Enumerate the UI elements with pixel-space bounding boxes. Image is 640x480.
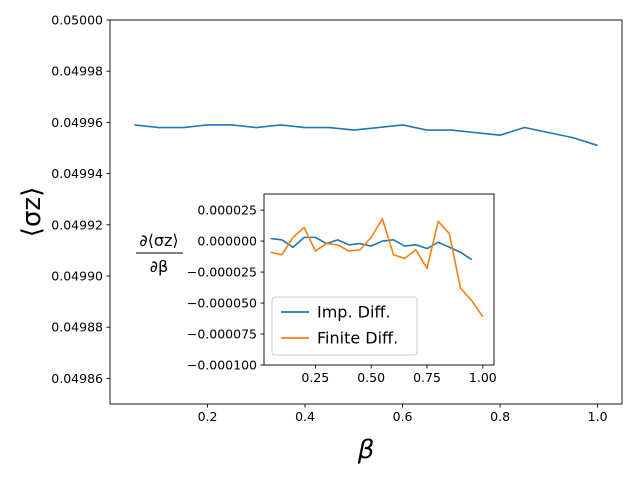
main-xtick-label: 0.8: [490, 409, 510, 424]
main-ylabel: ⟨σz⟩: [17, 187, 47, 237]
main-xtick-label: 0.2: [198, 409, 218, 424]
main-ytick-label: 0.04992: [51, 217, 103, 232]
main-axes-frame: [109, 19, 623, 405]
inset-ylabel: ∂⟨σz⟩ ∂β: [136, 231, 183, 276]
inset-series-line-1: [270, 217, 484, 318]
main-xlabel: β: [357, 435, 375, 465]
inset-legend-label-1: Finite Diff.: [317, 329, 398, 348]
inset-plot: 0.25 0.50 0.75 1.00 −0.000100 −0.000075 −0.000…: [136, 193, 497, 385]
inset-ytick-label: −0.000050: [187, 296, 257, 311]
inset-xtick-label: 0.75: [413, 370, 441, 385]
main-xtick-label: 0.6: [393, 409, 413, 424]
main-ytick-label: 0.04996: [51, 115, 103, 130]
inset-ylabel-denominator: ∂β: [150, 257, 168, 276]
inset-xtick-label: 0.50: [357, 370, 385, 385]
inset-xtick-label: 1.00: [469, 370, 497, 385]
main-ytick-label: 0.04994: [51, 166, 103, 181]
inset-axes-frame: [263, 193, 495, 366]
inset-legend-label-0: Imp. Diff.: [317, 303, 391, 322]
main-ytick-label: 0.04990: [51, 269, 103, 284]
inset-ytick-label: 0.000000: [197, 234, 257, 249]
inset-ylabel-numerator: ∂⟨σz⟩: [139, 231, 178, 250]
main-ytick-label: 0.05000: [51, 13, 103, 28]
main-ytick-label: 0.04988: [51, 320, 103, 335]
inset-series-line-0: [270, 236, 473, 261]
inset-ytick-label: −0.000100: [187, 358, 257, 373]
inset-ytick-label: 0.000025: [197, 203, 257, 218]
main-plot: 0.2 0.4 0.6 0.8 1.0 0.04986 0.04988 0.04990 0.04…: [17, 13, 623, 465]
inset-xtick-label: 0.25: [301, 370, 329, 385]
main-ytick-label: 0.04998: [51, 64, 103, 79]
main-ytick-label: 0.04986: [51, 371, 103, 386]
inset-ytick-label: −0.000025: [187, 265, 257, 280]
inset-ytick-label: −0.000075: [187, 327, 257, 342]
inset-legend: Imp. Diff. Finite Diff.: [271, 296, 418, 356]
main-xtick-label: 0.4: [295, 409, 315, 424]
main-series-line-0: [134, 124, 598, 147]
main-xtick-label: 1.0: [588, 409, 608, 424]
